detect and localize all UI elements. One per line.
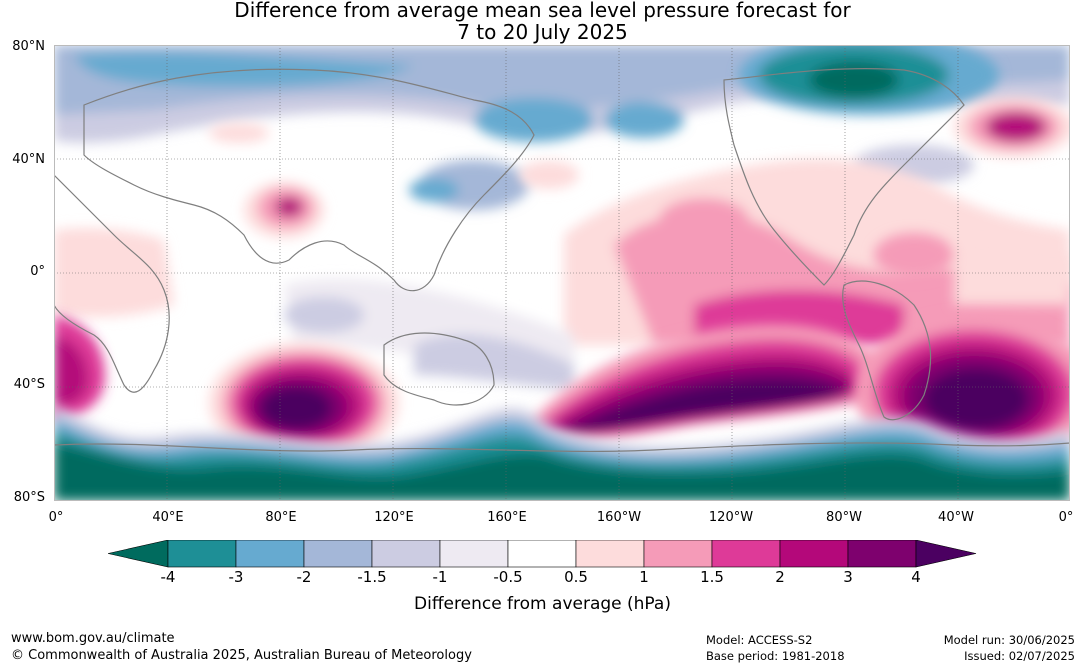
tibet-high xyxy=(209,123,324,238)
colorbar-segment xyxy=(507,540,577,568)
colorbar-segment xyxy=(711,540,781,568)
colorbar-segment xyxy=(371,540,441,568)
colorbar-segment xyxy=(575,540,645,568)
footer-model: Model: ACCESS-S2 xyxy=(706,633,813,647)
lon-label-160e: 160°E xyxy=(487,510,527,525)
colorbar-tick-label: 1 xyxy=(639,568,649,586)
colorbar-tick-label: 3 xyxy=(843,568,853,586)
colorbar-arrow-high xyxy=(915,540,977,568)
pressure-anomaly-map xyxy=(54,45,1070,501)
colorbar-segment xyxy=(167,540,237,568)
footer-model-run: Model run: 30/06/2025 xyxy=(943,633,1075,647)
colorbar-tick-label: -2 xyxy=(296,568,312,586)
colorbar-arrow-low xyxy=(108,540,169,568)
chart-title-line1: Difference from average mean sea level p… xyxy=(234,0,851,22)
lon-label-120e: 120°E xyxy=(374,510,414,525)
colorbar-tick-label: -0.5 xyxy=(493,568,523,586)
colorbar-segment xyxy=(643,540,713,568)
colorbar-segment xyxy=(847,540,917,568)
lon-label-120w: 120°W xyxy=(708,510,754,525)
colorbar-tick-label: -1.5 xyxy=(357,568,387,586)
colorbar-tick-label: -4 xyxy=(160,568,176,586)
colorbar-title: Difference from average (hPa) xyxy=(414,594,671,614)
pacific-positive-band xyxy=(519,159,1070,345)
lon-label-80e: 80°E xyxy=(265,510,297,525)
lon-label-40w: 40°W xyxy=(938,510,974,525)
lon-label-40e: 40°E xyxy=(152,510,184,525)
lat-label-40n: 40°N xyxy=(12,152,45,167)
colorbar-segment xyxy=(439,540,509,568)
footer-copyright: © Commonwealth of Australia 2025, Austra… xyxy=(11,648,472,663)
lat-label-80s: 80°S xyxy=(13,490,45,505)
lat-label-40s: 40°S xyxy=(13,377,45,392)
south-indian-high xyxy=(209,343,399,463)
lon-label-0: 0° xyxy=(48,510,64,525)
colorbar-segment xyxy=(779,540,849,568)
colorbar-tick-label: 4 xyxy=(911,568,921,586)
lon-label-0-end: 0° xyxy=(1058,510,1074,525)
colorbar xyxy=(108,540,977,568)
colorbar-tick-label: -1 xyxy=(432,568,448,586)
footer-url: www.bom.gov.au/climate xyxy=(11,631,175,646)
lon-label-160w: 160°W xyxy=(596,510,642,525)
colorbar-segment xyxy=(235,540,305,568)
gridlines xyxy=(54,45,1070,501)
coastlines xyxy=(54,68,1070,453)
colorbar-tick-label: 0.5 xyxy=(564,568,588,586)
map-frame xyxy=(54,45,1070,501)
colorbar-tick-label: 2 xyxy=(775,568,785,586)
lon-label-80w: 80°W xyxy=(826,510,862,525)
north-atlantic-high xyxy=(954,97,1070,157)
lat-label-equator: 0° xyxy=(30,264,45,279)
colorbar-segment xyxy=(303,540,373,568)
chart-title-line2: 7 to 20 July 2025 xyxy=(457,20,628,44)
southern-lavender xyxy=(284,278,574,390)
canada-low xyxy=(739,45,999,115)
colorbar-tick-label: -3 xyxy=(228,568,244,586)
atlantic-positive-band xyxy=(54,228,1070,317)
colorbar-tick-label: 1.5 xyxy=(700,568,724,586)
antarctic-negative-band xyxy=(54,405,1070,501)
lat-label-80n: 80°N xyxy=(12,39,45,54)
south-pacific-high xyxy=(524,324,894,440)
footer-issued: Issued: 02/07/2025 xyxy=(964,649,1075,663)
footer-base-period: Base period: 1981-2018 xyxy=(706,649,845,663)
